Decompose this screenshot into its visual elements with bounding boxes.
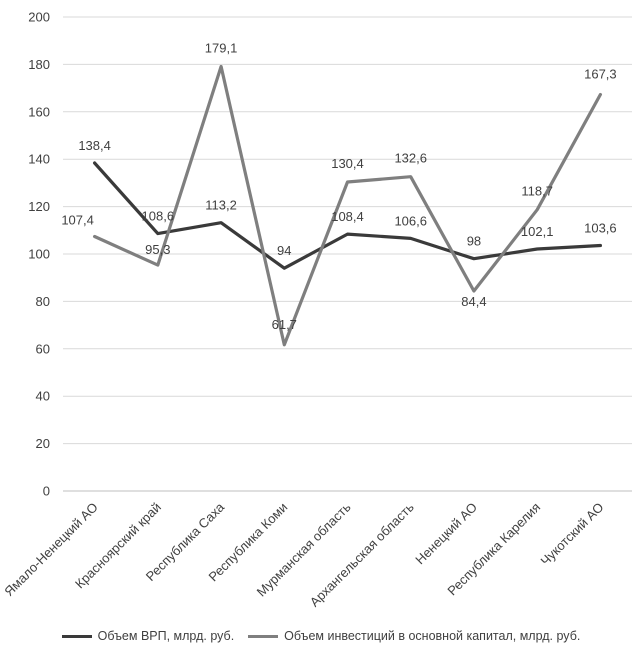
y-tick-label-120: 120 bbox=[28, 199, 50, 214]
series-lines bbox=[92, 64, 603, 347]
series-line-2 bbox=[92, 64, 603, 347]
y-tick-label-40: 40 bbox=[36, 389, 50, 404]
gridlines bbox=[63, 16, 632, 492]
data-label-s2-1: 107,4 bbox=[61, 212, 94, 227]
data-label-s1-4: 94 bbox=[277, 243, 291, 258]
data-label-s1-9: 103,6 bbox=[584, 220, 617, 235]
legend-label-grp: Объем ВРП, млрд. руб. bbox=[97, 629, 235, 643]
y-tick-label-100: 100 bbox=[28, 247, 50, 262]
data-label-s2-9: 167,3 bbox=[584, 66, 617, 81]
y-tick-label-160: 160 bbox=[28, 104, 50, 119]
series-line-1 bbox=[92, 161, 603, 270]
legend-swatch-investment bbox=[248, 634, 279, 638]
data-label-s2-6: 132,6 bbox=[394, 151, 427, 166]
data-label-s2-3: 179,1 bbox=[205, 41, 238, 56]
y-tick-label-0: 0 bbox=[43, 484, 50, 499]
data-label-s1-7: 98 bbox=[467, 234, 481, 249]
category-label-9: Чукотский АО bbox=[538, 500, 607, 569]
data-label-s1-3: 113,2 bbox=[205, 198, 237, 213]
data-label-s1-2: 108,6 bbox=[142, 209, 175, 224]
legend-item-investment: Объем инвестиций в основной капитал, млр… bbox=[248, 629, 580, 643]
legend-item-grp: Объем ВРП, млрд. руб. bbox=[61, 629, 235, 643]
line-chart: 0 20 40 60 80 100 120 140 160 180 200 138,4 108,6 11… bbox=[1, 10, 632, 610]
legend: Объем ВРП, млрд. руб. Объем инвестиций в… bbox=[0, 624, 642, 648]
category-label-6: Архангельская область bbox=[307, 499, 417, 609]
data-label-s1-1: 138,4 bbox=[78, 138, 111, 153]
y-tick-label-200: 200 bbox=[28, 10, 50, 25]
data-label-s1-8: 102,1 bbox=[521, 224, 554, 239]
legend-label-investment: Объем инвестиций в основной капитал, млр… bbox=[284, 629, 581, 643]
data-label-s2-2: 95,3 bbox=[145, 242, 170, 257]
legend-swatch-grp bbox=[61, 634, 92, 638]
category-label-7: Ненецкий АО bbox=[412, 500, 480, 568]
data-label-s2-8: 118,7 bbox=[521, 184, 553, 199]
data-label-s2-4: 61,7 bbox=[272, 317, 297, 332]
y-tick-label-140: 140 bbox=[28, 152, 50, 167]
y-tick-label-80: 80 bbox=[36, 294, 50, 309]
data-label-s1-5: 108,4 bbox=[331, 209, 364, 224]
y-axis-tick-labels: 0 20 40 60 80 100 120 140 160 180 200 bbox=[28, 10, 50, 499]
data-label-s2-7: 84,4 bbox=[461, 294, 486, 309]
data-label-s2-5: 130,4 bbox=[331, 156, 364, 171]
y-tick-label-180: 180 bbox=[28, 57, 50, 72]
data-labels: 138,4 108,6 113,2 94 108,4 106,6 98 102,1 103,6 1… bbox=[61, 41, 616, 332]
data-label-s1-6: 106,6 bbox=[394, 213, 427, 228]
y-tick-label-20: 20 bbox=[36, 436, 50, 451]
y-tick-label-60: 60 bbox=[36, 341, 50, 356]
